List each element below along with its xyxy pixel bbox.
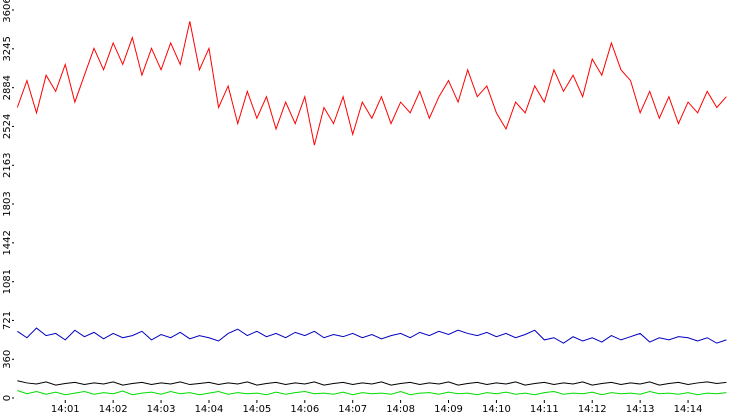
x-tick-label: 14:05 <box>242 404 271 415</box>
y-tick-label: 360 <box>2 350 13 369</box>
x-tick-label: 14:11 <box>530 404 559 415</box>
x-tick-label: 14:02 <box>99 404 128 415</box>
x-tick-label: 14:06 <box>290 404 319 415</box>
x-tick-label: 14:07 <box>338 404 367 415</box>
x-tick-label: 14:04 <box>195 404 224 415</box>
x-tick-label: 14:08 <box>386 404 415 415</box>
y-tick-label: 2163 <box>2 153 13 178</box>
y-tick-label: 3606 <box>2 0 13 23</box>
x-tick-label: 14:09 <box>434 404 463 415</box>
y-tick-label: 1081 <box>2 269 13 294</box>
series-line <box>17 380 727 386</box>
y-tick-label: 0 <box>2 395 13 401</box>
y-tick-label: 2524 <box>2 114 13 139</box>
series-line <box>16 21 727 146</box>
y-tick-label: 721 <box>2 311 13 330</box>
x-tick-label: 14:13 <box>626 404 655 415</box>
x-tick-label: 14:12 <box>578 404 607 415</box>
x-tick-label: 14:01 <box>51 404 80 415</box>
x-tick-label: 14:10 <box>482 404 511 415</box>
y-tick-label: 2884 <box>2 75 13 100</box>
series-line <box>17 389 727 396</box>
y-tick-label: 3245 <box>2 36 13 61</box>
x-tick-label: 14:03 <box>147 404 176 415</box>
series-line <box>17 327 727 344</box>
x-tick-label: 14:14 <box>674 404 703 415</box>
y-tick-label: 1442 <box>2 230 13 255</box>
y-tick-label: 1803 <box>2 191 13 216</box>
